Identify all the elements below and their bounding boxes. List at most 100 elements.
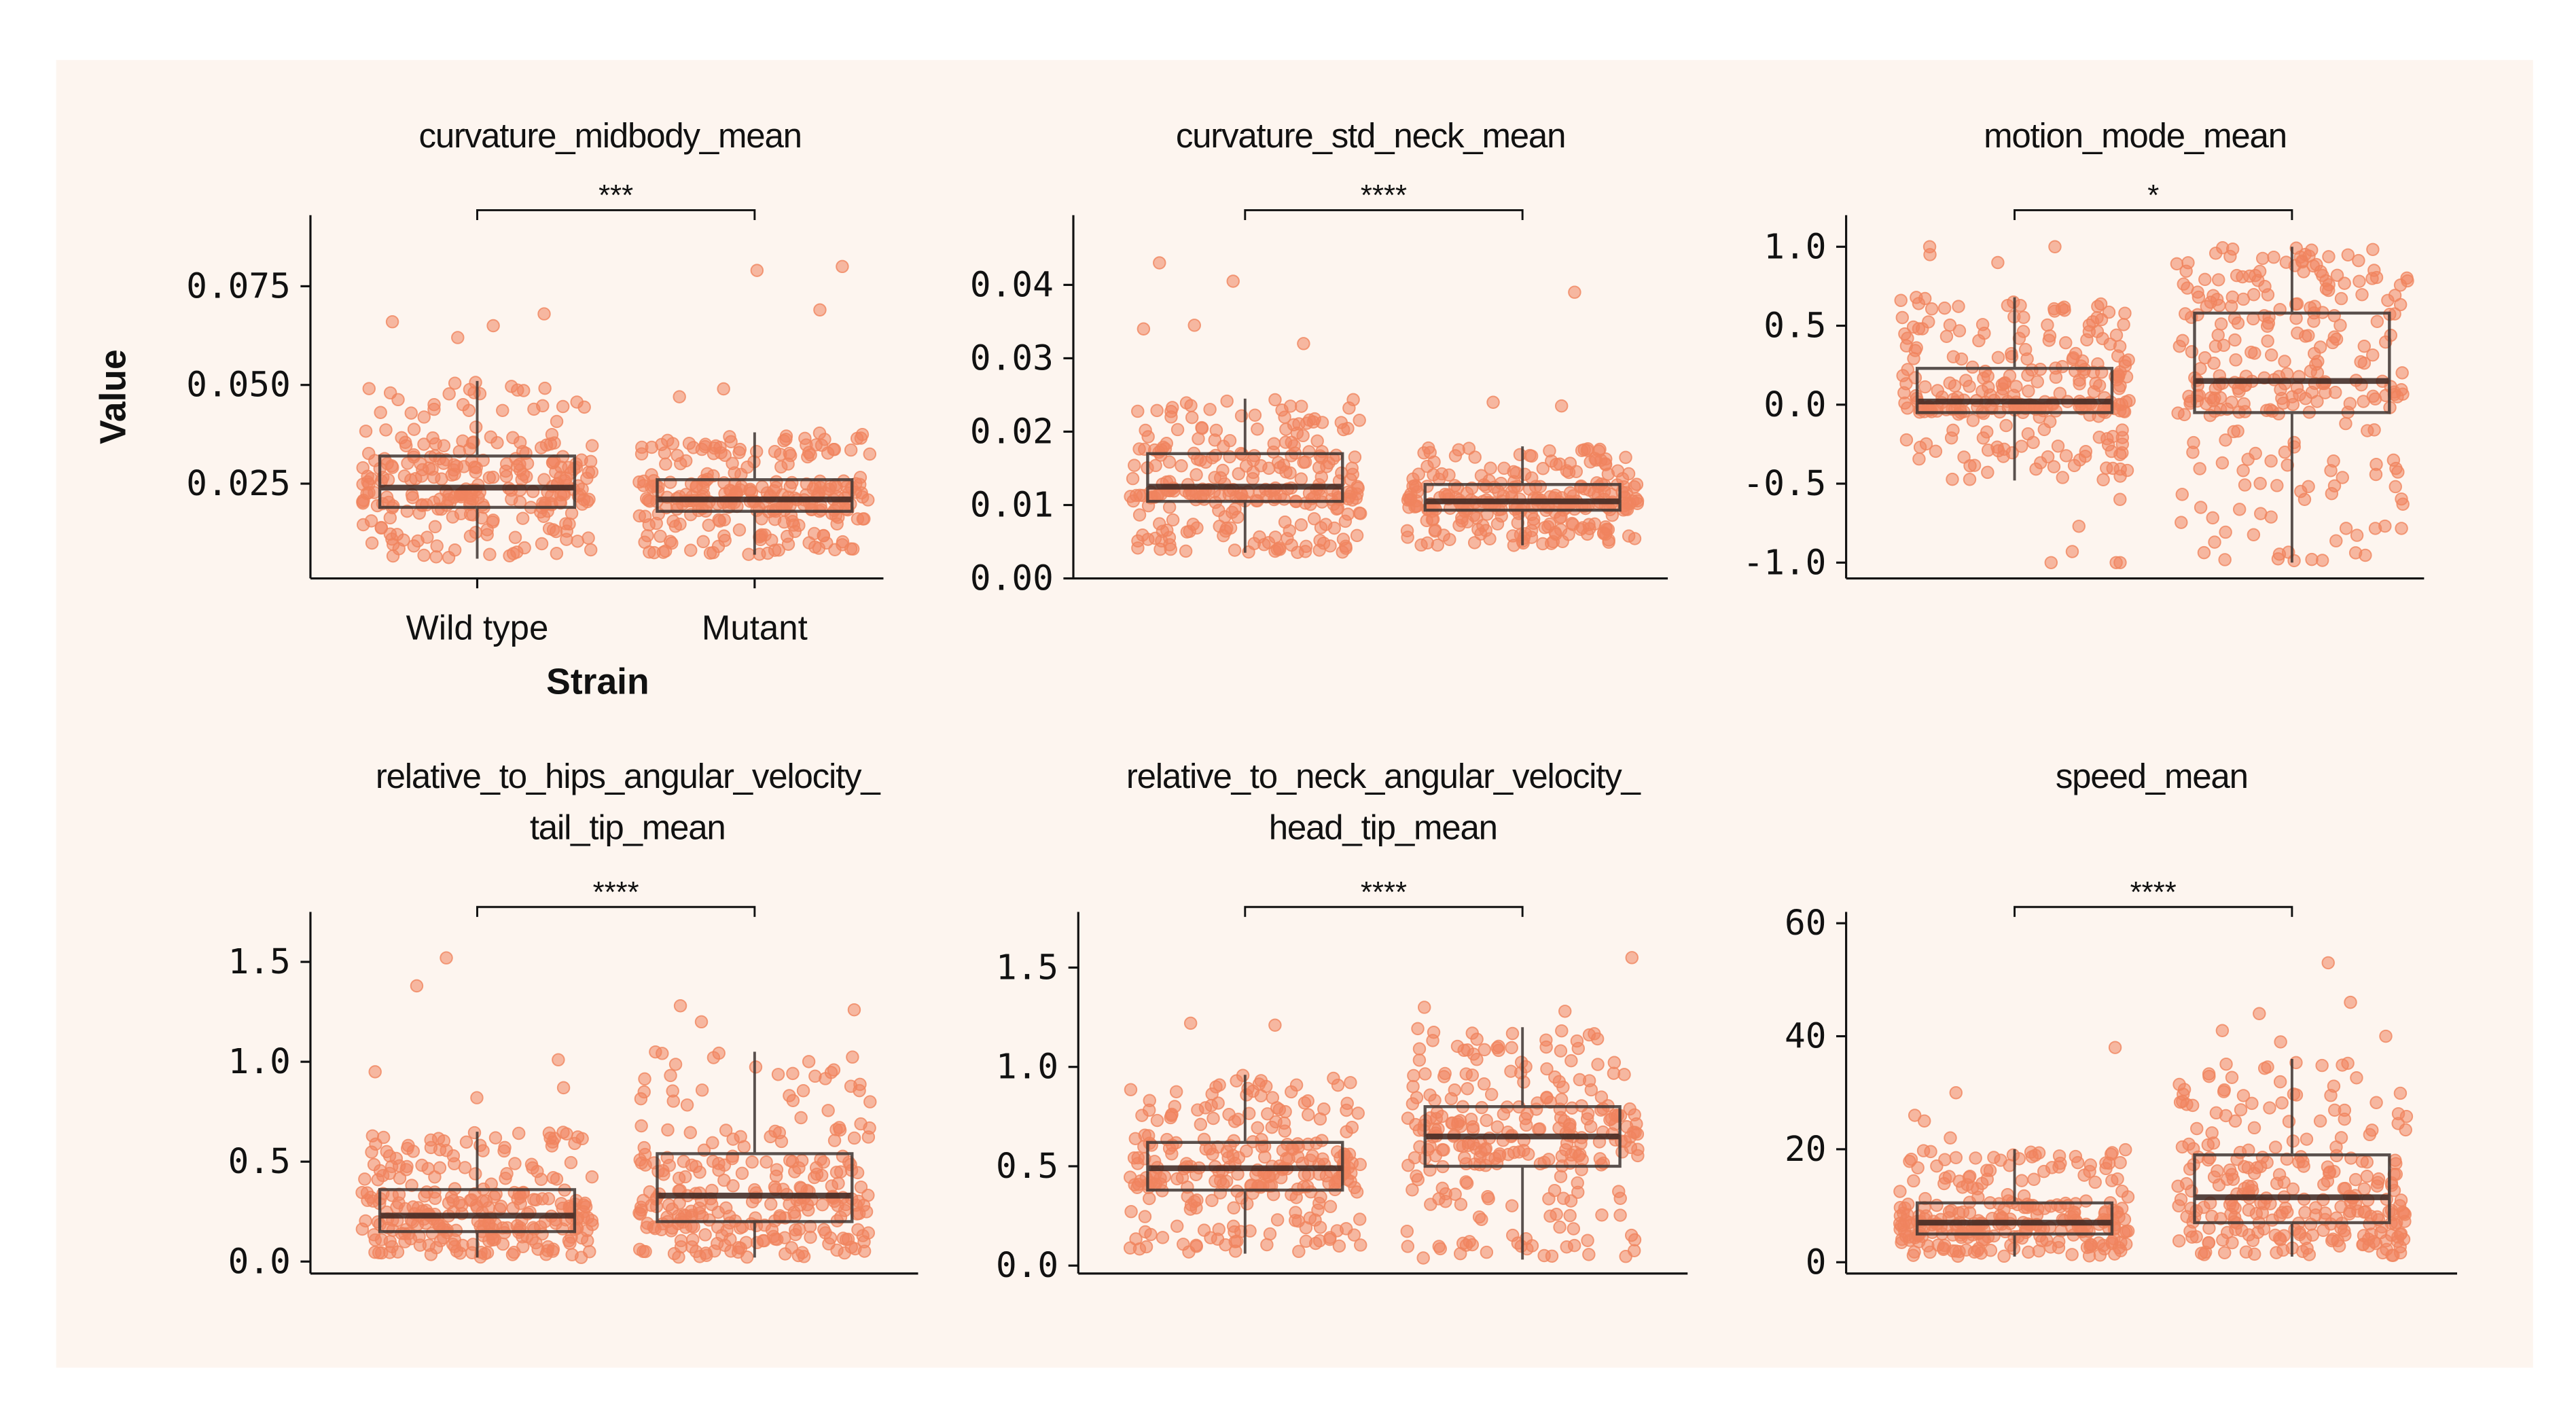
y-tick-label: 0.01 <box>970 486 1054 526</box>
data-point <box>672 1171 686 1185</box>
data-point <box>1275 403 1289 417</box>
data-point <box>1952 300 1965 313</box>
data-point <box>415 499 429 512</box>
data-point <box>2315 1058 2329 1073</box>
data-point <box>548 436 561 450</box>
data-point <box>2256 251 2270 266</box>
data-point <box>846 1050 859 1064</box>
data-point <box>1325 492 1338 507</box>
data-point <box>2254 507 2268 520</box>
outlier-point <box>1991 255 2005 270</box>
data-point <box>802 1055 816 1068</box>
data-point <box>1298 496 1312 510</box>
data-point <box>2313 1114 2327 1128</box>
data-point <box>2316 268 2329 283</box>
boxplot-mutant <box>1423 1027 1622 1260</box>
data-point <box>1432 1240 1446 1253</box>
data-point <box>1452 518 1466 533</box>
data-point <box>1548 526 1562 539</box>
data-point <box>429 550 443 564</box>
data-point <box>1209 423 1223 437</box>
outlier-point <box>813 303 827 317</box>
data-point <box>1583 522 1596 536</box>
data-point <box>1163 538 1177 552</box>
data-point <box>506 431 520 444</box>
data-point <box>2334 291 2348 306</box>
data-point <box>1168 1100 1181 1113</box>
data-point <box>1203 403 1217 416</box>
data-point <box>2368 522 2382 535</box>
y-tick-label: -1.0 <box>1743 543 1827 583</box>
data-point <box>2229 353 2242 367</box>
data-point <box>2329 1140 2343 1154</box>
data-point <box>1313 1221 1327 1234</box>
data-point <box>726 456 739 470</box>
outlier-point <box>1625 951 1639 965</box>
data-point <box>698 475 712 489</box>
data-point <box>1195 420 1209 435</box>
data-point <box>2201 1138 2215 1152</box>
data-point <box>2286 397 2300 412</box>
data-point <box>2179 264 2193 278</box>
data-point <box>1420 459 1434 473</box>
data-point <box>632 1206 646 1220</box>
data-point <box>1353 506 1366 520</box>
data-point <box>1268 393 1282 407</box>
data-point <box>520 470 533 484</box>
data-point <box>1529 1102 1543 1116</box>
significance-label: * <box>2147 179 2159 212</box>
data-point <box>1348 450 1362 464</box>
y-tick-label: 1.5 <box>996 948 1058 988</box>
data-point <box>1302 445 1316 458</box>
data-point <box>2356 1238 2369 1252</box>
data-point <box>1311 1203 1325 1217</box>
outlier-point <box>2044 556 2058 570</box>
data-point <box>1565 516 1579 530</box>
data-point <box>1524 530 1539 544</box>
data-point <box>2355 1154 2369 1168</box>
data-point <box>1893 1185 1907 1198</box>
data-point <box>585 1170 599 1184</box>
data-point <box>2366 348 2380 362</box>
data-point <box>1438 1066 1452 1081</box>
data-point <box>855 486 868 500</box>
data-point <box>446 510 460 524</box>
data-point <box>577 400 591 414</box>
data-point <box>634 447 649 461</box>
data-point <box>2261 334 2274 348</box>
data-point <box>1533 480 1548 494</box>
data-point <box>2322 283 2336 298</box>
data-point <box>1446 1116 1459 1130</box>
data-point <box>2393 1086 2408 1100</box>
data-point <box>586 439 599 452</box>
data-point <box>389 1151 404 1166</box>
data-point <box>447 1157 461 1170</box>
data-point <box>2388 289 2402 302</box>
data-point <box>1980 1164 1994 1177</box>
data-point <box>807 526 821 541</box>
boxplot-wild-type <box>378 1132 577 1258</box>
data-point <box>381 473 395 487</box>
data-point <box>1570 1034 1584 1048</box>
data-point <box>800 1198 815 1212</box>
data-point <box>2248 1247 2261 1261</box>
y-tick-label: 0.5 <box>1764 306 1826 346</box>
data-point <box>1162 455 1177 469</box>
data-point <box>2181 281 2194 295</box>
data-point <box>1545 1249 1559 1263</box>
data-point <box>2357 1182 2372 1196</box>
panel-title: curvature_midbody_mean <box>419 116 802 155</box>
data-point <box>808 1069 822 1083</box>
data-point <box>1266 1091 1280 1104</box>
data-point <box>1230 1074 1243 1087</box>
outlier-point <box>2274 1035 2287 1049</box>
outlier-point <box>2253 1007 2266 1020</box>
data-point <box>1295 399 1308 413</box>
data-point <box>1346 393 1360 407</box>
data-point <box>2111 367 2125 382</box>
data-point <box>1435 467 1449 481</box>
data-point <box>1131 404 1145 418</box>
data-point <box>1274 488 1287 503</box>
data-point <box>863 447 877 461</box>
data-point <box>1428 523 1442 537</box>
